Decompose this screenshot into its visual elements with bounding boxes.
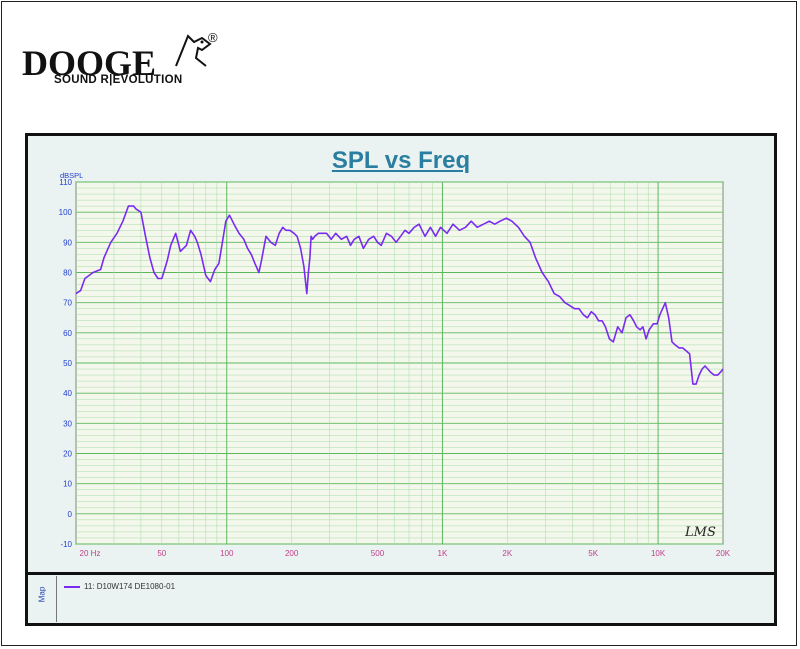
legend-entry: 11: D10W174 DE1080-01 <box>64 582 175 591</box>
x-tick-label: 500 <box>371 549 385 558</box>
x-tick-label: 5K <box>588 549 598 558</box>
y-axis-label: dBSPL <box>60 171 83 180</box>
spl-curve <box>75 205 724 385</box>
x-tick-label: 100 <box>220 549 234 558</box>
chart-title: SPL vs Freq <box>331 147 471 174</box>
y-tick-label: 110 <box>59 178 72 187</box>
x-tick-label: 200 <box>285 549 299 558</box>
y-tick-label: 0 <box>68 510 73 519</box>
x-tick-label: 20 Hz <box>80 549 101 558</box>
dog-head-icon <box>175 34 212 67</box>
y-tick-label: 40 <box>63 389 72 398</box>
chart-panel: SPL vs Freq -10 0 10 20 30 40 50 60 70 80 90 100 110… <box>25 133 777 626</box>
y-tick-label: -10 <box>60 540 72 549</box>
legend-side-tab: Map <box>28 576 57 622</box>
x-tick-label: 20K <box>716 549 731 558</box>
y-tick-label: 50 <box>63 359 72 368</box>
y-tick-label: 20 <box>63 450 72 459</box>
x-tick-label: 1K <box>438 549 448 558</box>
y-tick-label: 30 <box>63 419 72 428</box>
legend-entry-label: 11: D10W174 DE1080-01 <box>84 582 176 591</box>
y-tick-label: 70 <box>63 299 72 308</box>
brand-tagline: SOUND R|EVOLUTION <box>54 74 183 86</box>
legend-swatch <box>64 585 80 588</box>
y-tick-label: 10 <box>63 480 72 489</box>
y-tick-label: 90 <box>63 238 72 247</box>
x-tick-label: 2K <box>502 549 512 558</box>
registered-mark: ® <box>208 30 218 45</box>
brand-name: DOOGE <box>22 43 157 83</box>
legend-area <box>25 572 777 626</box>
y-tick-label: 60 <box>63 329 72 338</box>
y-tick-label: 100 <box>59 208 73 217</box>
y-tick-label: 80 <box>63 269 72 278</box>
lms-watermark: LMS <box>684 525 716 540</box>
brand-logo: DOOGE ® SOUND R|EVOLUTION <box>22 28 232 90</box>
x-tick-label: 50 <box>157 549 166 558</box>
x-tick-label: 10K <box>651 549 666 558</box>
legend-side-label: Map <box>37 586 47 603</box>
